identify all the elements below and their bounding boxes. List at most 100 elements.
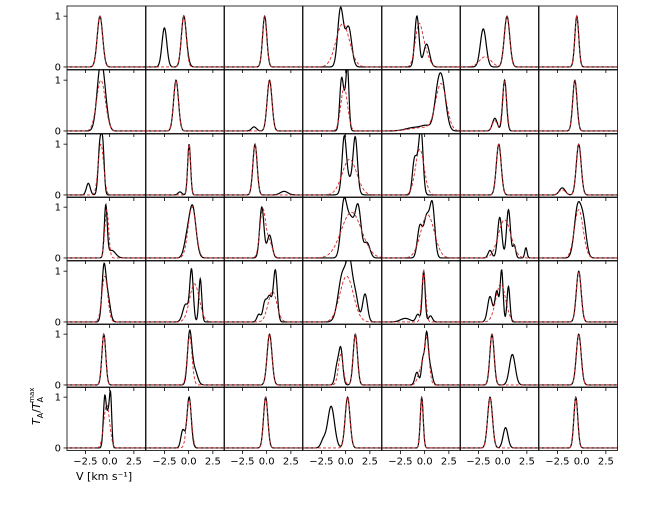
x-tick-label: 2.5 (519, 457, 535, 468)
model-line (224, 143, 303, 196)
panel-curves (67, 332, 146, 386)
y-tick-label: 1 (55, 393, 61, 404)
panel-frame (302, 69, 382, 134)
model-line (67, 275, 146, 323)
panel-r6-c5: −2.5 0.0 2.5 (459, 386, 539, 468)
y-tick-label: 1 (55, 76, 61, 87)
panel-frame (223, 5, 303, 70)
panel-frame (302, 5, 382, 70)
panel-curves (539, 395, 618, 449)
observed-line (382, 199, 461, 259)
y-tick-label: 1 (55, 330, 61, 341)
panel-frame (223, 323, 303, 388)
model-line (224, 208, 303, 259)
y-tick-label: 1 (55, 267, 61, 278)
panel-frame (66, 133, 146, 198)
x-tick-label: −2.5 (388, 457, 412, 468)
model-line (224, 396, 303, 449)
observed-line (460, 143, 539, 196)
model-line (382, 396, 461, 449)
model-line (539, 396, 618, 449)
panel-r1-c5 (459, 69, 539, 137)
model-line (224, 333, 303, 386)
panel-r3-c5 (459, 196, 539, 264)
panel-r0-c5 (459, 5, 539, 73)
observed-line (460, 396, 539, 449)
panel-r6-c0: −2.5 0.0 2.5 0 1 (55, 386, 146, 468)
panel-frame (302, 260, 382, 325)
model-line (224, 291, 303, 323)
panel-curves (460, 143, 539, 196)
panel-r6-c3: −2.5 0.0 2.5 (302, 386, 382, 468)
observed-line (67, 389, 146, 449)
observed-line (146, 267, 225, 323)
panel-r4-c3 (302, 260, 382, 328)
x-tick-label: 2.5 (126, 457, 142, 468)
axis-labels-group: V [km s⁻¹] TA/TAmax (28, 388, 132, 483)
model-line (146, 79, 225, 132)
model-line (460, 143, 539, 196)
model-line (460, 396, 539, 449)
panel-curves (539, 270, 618, 323)
observed-line (460, 15, 539, 68)
y-tick-label: 0 (55, 62, 61, 73)
panel-frame (223, 69, 303, 134)
panel-r4-c4 (381, 260, 461, 328)
panel-r6-c1: −2.5 0.0 2.5 (145, 386, 225, 468)
model-line (382, 148, 461, 196)
observed-line (303, 70, 382, 132)
y-tick-label: 0 (55, 317, 61, 328)
observed-line (460, 333, 539, 386)
model-line (460, 79, 539, 132)
panel-frame (145, 133, 225, 198)
panel-frame (459, 196, 539, 261)
x-tick-label: −2.5 (230, 457, 254, 468)
x-tick-label: 2.5 (598, 457, 614, 468)
model-line (303, 275, 382, 323)
panel-frame (66, 386, 146, 451)
model-line (146, 206, 225, 259)
observed-line (460, 269, 539, 323)
observed-line (146, 329, 225, 386)
panel-r3-c3 (302, 196, 382, 264)
panel-frame (538, 323, 618, 388)
panel-frame (145, 386, 225, 451)
panel-r1-c6 (538, 69, 618, 137)
model-line (224, 79, 303, 132)
panel-frame (538, 260, 618, 325)
model-line (146, 15, 225, 68)
model-line (382, 83, 461, 132)
observed-line (224, 333, 303, 386)
panel-curves (382, 199, 461, 259)
panel-curves (382, 395, 461, 449)
panel-frame (538, 69, 618, 134)
panel-r1-c4 (381, 69, 461, 137)
panel-curves (460, 269, 539, 323)
model-line (382, 214, 461, 259)
panel-frame (66, 196, 146, 261)
panel-frame (381, 133, 461, 198)
panel-frame (302, 323, 382, 388)
panel-curves (224, 205, 303, 259)
panel-frame (145, 69, 225, 134)
model-line (303, 333, 382, 386)
panel-r0-c0: 01 (55, 5, 146, 73)
x-tick-label: 2.5 (362, 457, 378, 468)
panel-curves (303, 134, 382, 196)
panel-r4-c0: 01 (55, 260, 146, 328)
panel-curves (460, 208, 539, 259)
panel-frame (381, 260, 461, 325)
panel-r4-c6 (538, 260, 618, 328)
panel-r5-c0: 01 (55, 323, 146, 391)
panel-r0-c6 (538, 5, 618, 73)
model-line (382, 270, 461, 323)
panel-r2-c3 (302, 133, 382, 201)
observed-line (67, 202, 146, 259)
panel-curves (303, 197, 382, 259)
observed-line (67, 134, 146, 196)
x-tick-label: 0.0 (102, 457, 118, 468)
panel-curves (382, 72, 461, 132)
panel-frame (66, 260, 146, 325)
panel-frame (459, 69, 539, 134)
